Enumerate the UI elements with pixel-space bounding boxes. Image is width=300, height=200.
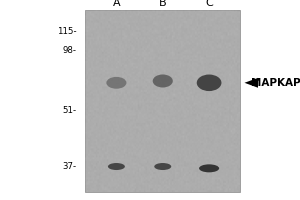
Ellipse shape [197, 75, 221, 91]
Text: A: A [112, 0, 120, 8]
Polygon shape [244, 78, 258, 88]
Ellipse shape [108, 163, 125, 170]
Text: 115-: 115- [57, 27, 76, 36]
Text: MAPKAP1: MAPKAP1 [250, 78, 300, 88]
Text: B: B [159, 0, 166, 8]
Bar [85, 10, 240, 192]
Ellipse shape [106, 77, 126, 89]
Ellipse shape [154, 163, 171, 170]
Text: C: C [205, 0, 213, 8]
Text: 98-: 98- [62, 46, 76, 55]
Ellipse shape [153, 74, 173, 87]
Text: 51-: 51- [62, 106, 76, 115]
Text: 37-: 37- [62, 162, 76, 171]
Ellipse shape [199, 164, 219, 172]
